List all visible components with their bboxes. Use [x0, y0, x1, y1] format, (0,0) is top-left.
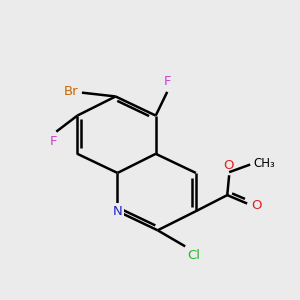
Text: Br: Br	[64, 85, 79, 98]
Text: O: O	[251, 199, 262, 212]
Text: F: F	[50, 136, 57, 148]
Text: CH₃: CH₃	[253, 157, 275, 169]
Text: O: O	[223, 159, 234, 172]
Text: N: N	[112, 205, 122, 218]
Text: F: F	[164, 75, 172, 88]
Text: Cl: Cl	[187, 249, 200, 262]
